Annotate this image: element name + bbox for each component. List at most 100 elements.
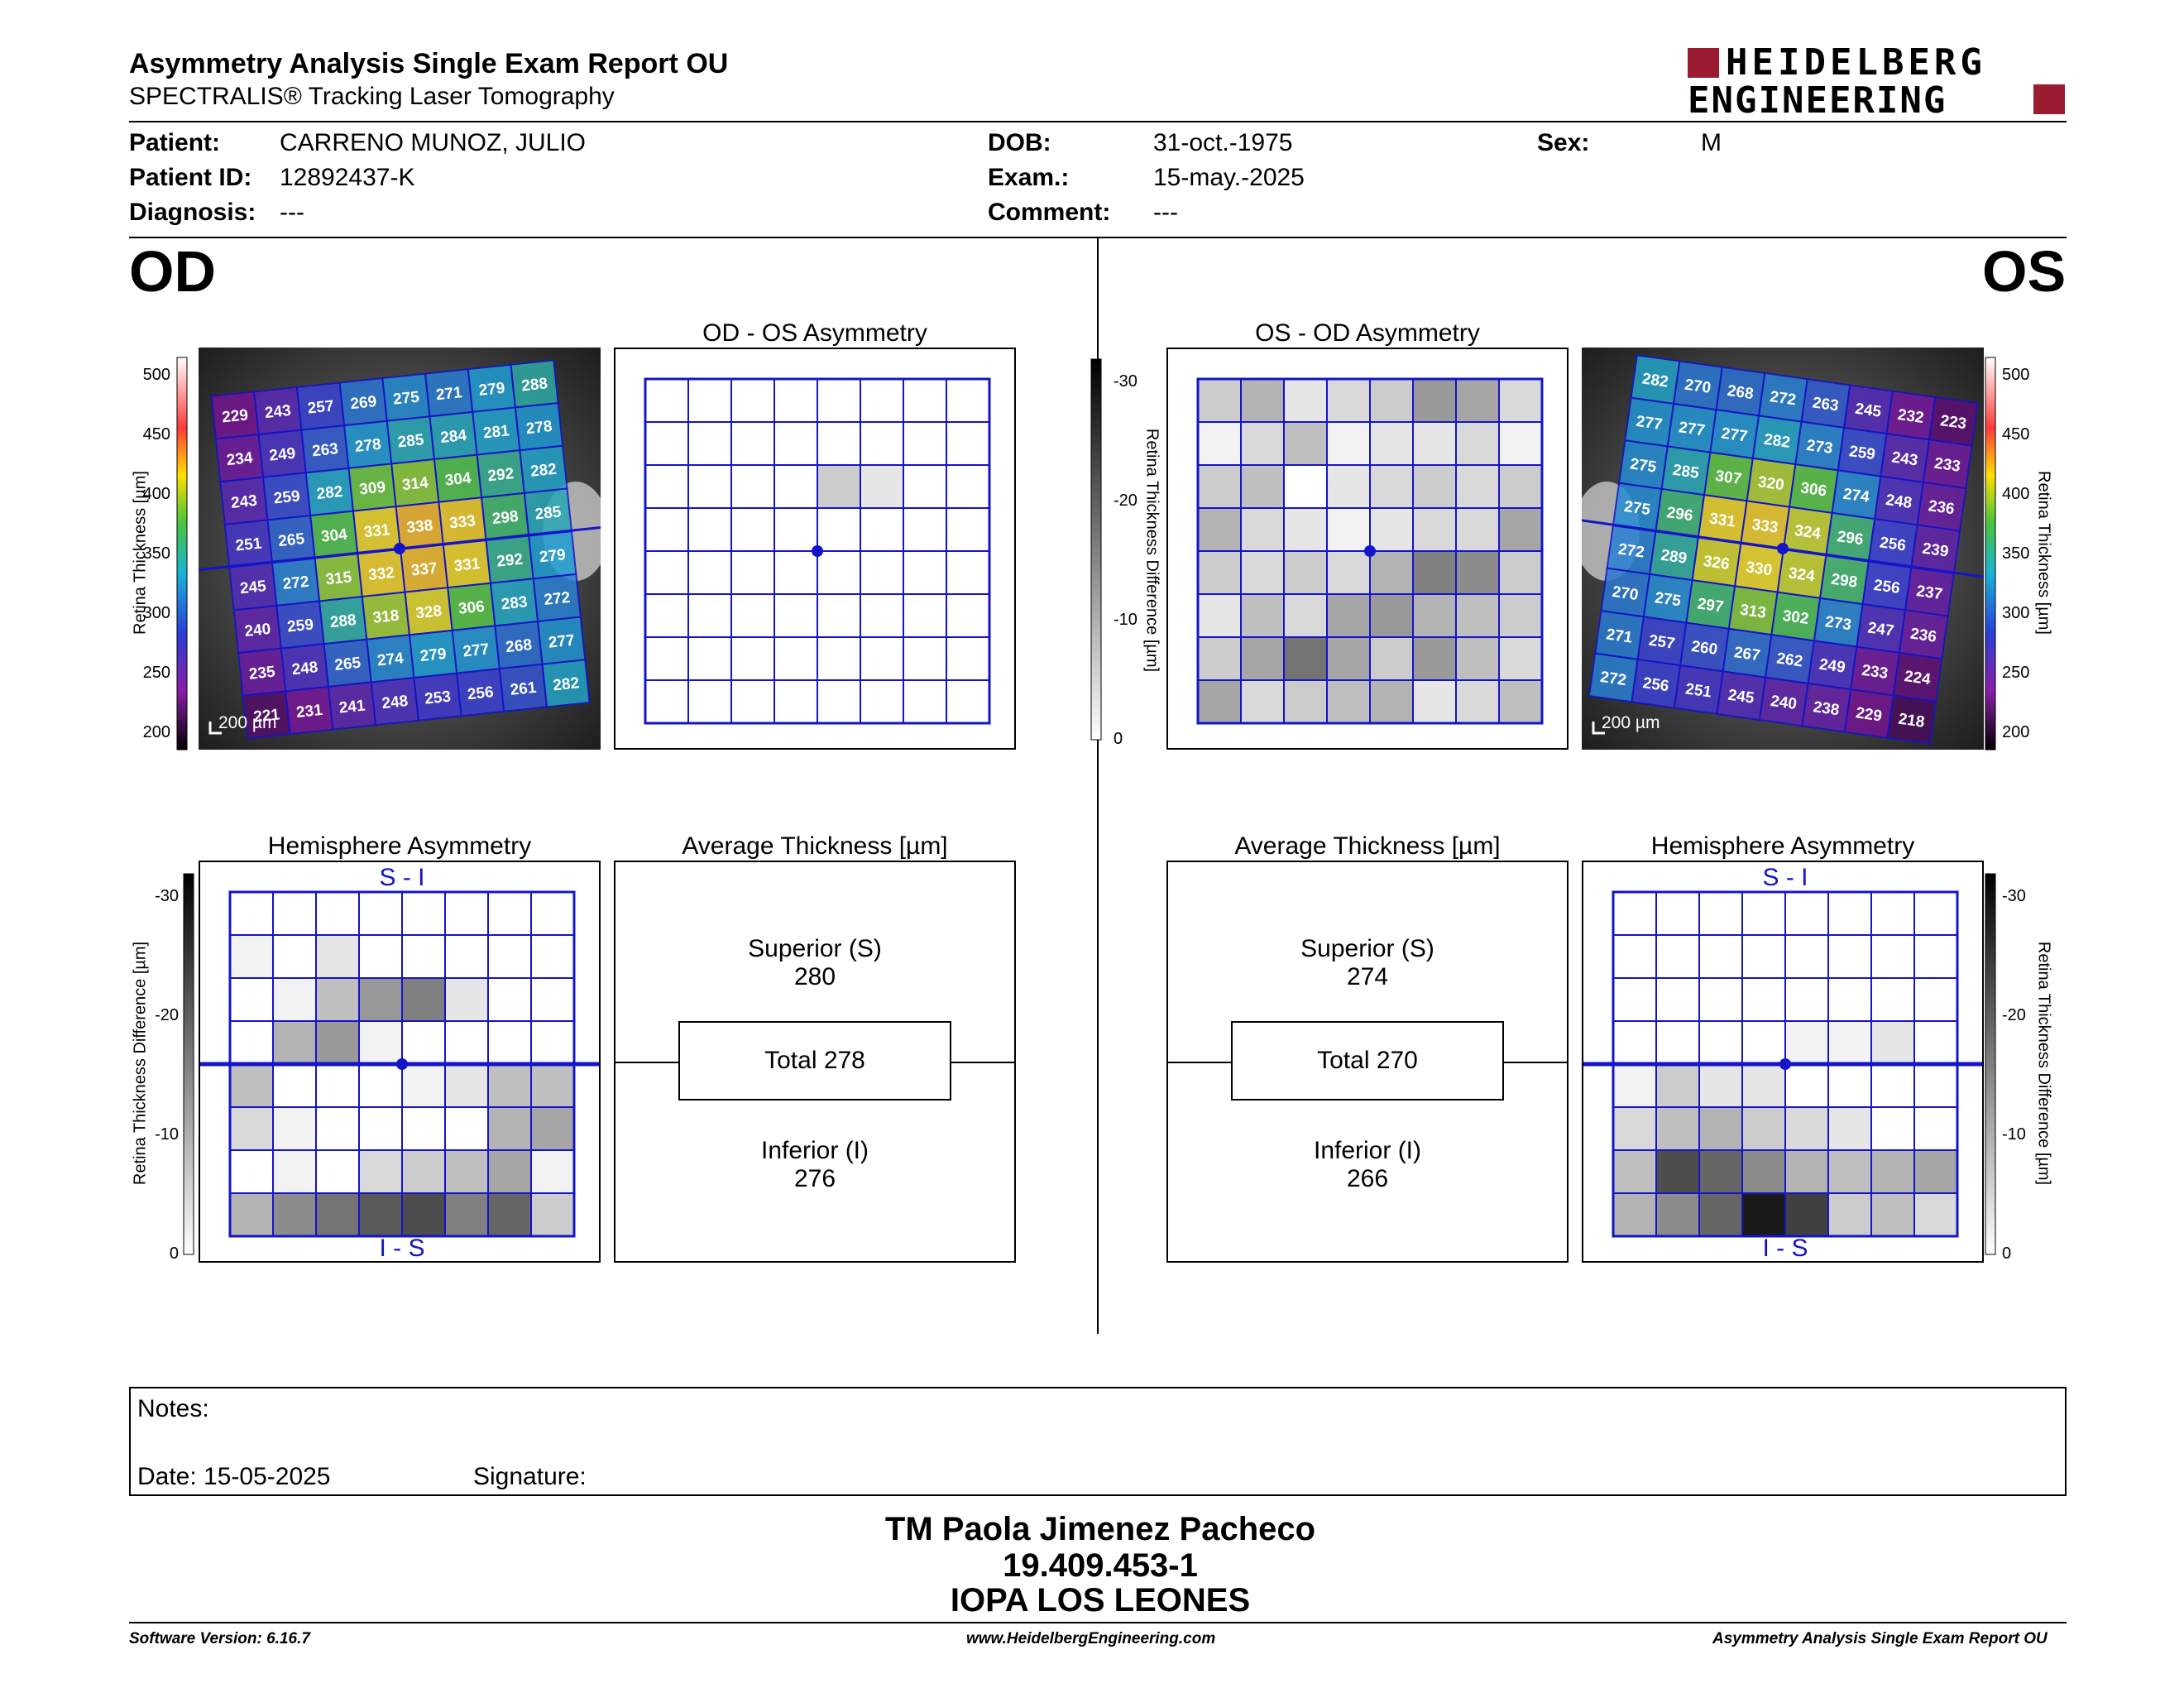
od-asym-fovea-dot [812, 545, 823, 557]
os-asym-cell [1283, 636, 1328, 681]
os-hemi-cell [1870, 1020, 1915, 1065]
os-hemi-cell [1741, 934, 1786, 979]
od-asym-cell [817, 636, 861, 681]
od-hemi-cell [229, 891, 274, 936]
thickness-tick: 500 [143, 366, 170, 384]
os-hemi-cell [1827, 977, 1872, 1022]
od-map-value: 240 [244, 621, 272, 640]
thickness-tick: 250 [2002, 664, 2029, 682]
od-map-value: 248 [291, 659, 319, 679]
os-map-value: 271 [1605, 626, 1634, 646]
od-asym-cell [774, 507, 818, 552]
notes-box: Notes: Date: 15-05-2025 Signature: [129, 1387, 2067, 1496]
od-map-value: 315 [325, 568, 353, 588]
os-asym-cell [1283, 464, 1328, 509]
od-hemi-cell [444, 1020, 489, 1065]
os-hemi-cell [1870, 1192, 1915, 1237]
os-hemi-cell [1655, 1063, 1700, 1108]
od-hemi-cell [229, 1106, 274, 1151]
od-map-value: 288 [329, 611, 357, 631]
od-asym-cell [860, 679, 904, 724]
od-asym-cell [687, 378, 732, 423]
os-hemi-diff-axis-label-wrap: Retina Thickness Difference [µm] [2027, 927, 2060, 1200]
od-asym-cell [946, 464, 990, 509]
notes-signature: Signature: [473, 1463, 587, 1490]
od-map-value: 314 [401, 474, 429, 494]
od-hemi-cell [229, 1020, 274, 1065]
od-map-value: 309 [358, 478, 386, 498]
exam-label: Exam.: [988, 164, 1070, 191]
od-asym-cell [644, 464, 689, 509]
od-asym-cell [644, 593, 689, 638]
footer-url[interactable]: www.HeidelbergEngineering.com [966, 1630, 1216, 1647]
os-hemi-cell [1698, 1020, 1743, 1065]
os-hemi-cell [1870, 1149, 1915, 1194]
od-map-value: 279 [478, 380, 506, 400]
os-map-value: 245 [1854, 400, 1883, 421]
od-map-value: 249 [269, 445, 297, 465]
od-asym-cell [817, 421, 861, 466]
od-asym-cell [946, 421, 990, 466]
os-hemi-cell [1741, 1192, 1786, 1237]
os-map-value: 285 [1672, 462, 1701, 482]
os-map-value: 224 [1904, 668, 1933, 688]
os-map-value: 270 [1611, 583, 1639, 604]
os-hemi-cell [1655, 1149, 1700, 1194]
od-map-value: 331 [363, 521, 391, 541]
od-map-value: 285 [397, 431, 425, 451]
os-map-value: 267 [1733, 644, 1761, 664]
thickness-tick: 300 [143, 604, 170, 622]
od-asym-cell [946, 550, 990, 595]
od-map-value: 257 [307, 397, 335, 417]
od-asym-cell [774, 679, 818, 724]
thickness-tick: 400 [2002, 485, 2029, 503]
od-asym-cell [730, 378, 775, 423]
os-hemi-cell [1741, 1063, 1786, 1108]
od-map-value: 253 [424, 688, 452, 708]
sex-value: M [1701, 129, 1722, 156]
os-hemi-cell [1784, 1020, 1829, 1065]
od-superior-value: 280 [793, 963, 836, 990]
od-asym-cell [730, 550, 775, 595]
os-asym-cell [1498, 636, 1543, 681]
od-asym-cell [817, 378, 861, 423]
od-map-value: 278 [354, 436, 382, 456]
od-map-value: 245 [239, 578, 267, 597]
os-hemi-cell [1913, 1192, 1958, 1237]
od-asym-cell [730, 636, 775, 681]
od-hemi-title: Hemisphere Asymmetry [267, 832, 532, 860]
od-asym-cell [644, 636, 689, 681]
os-map-value: 245 [1727, 687, 1755, 707]
os-hemi-cell [1655, 977, 1700, 1022]
os-map-value: 277 [1720, 424, 1748, 445]
od-hemi-cell [358, 1149, 403, 1194]
os-hemi-diff-axis-label: Retina Thickness Difference [µm] [2034, 941, 2053, 1186]
os-hemi-diff-colorbar: -30 -20 -10 0 [1985, 873, 2026, 1263]
os-asym-panel [1166, 348, 1569, 750]
os-fovea-dot [1777, 543, 1789, 554]
od-asym-cell [644, 378, 689, 423]
center-diff-axis-label-wrap: Retina Thickness Difference [µm] [1135, 414, 1168, 687]
od-asym-cell [903, 550, 947, 595]
os-asym-cell [1326, 421, 1371, 466]
od-asym-cell [644, 679, 689, 724]
od-hemi-cell [530, 1020, 575, 1065]
os-map-value: 307 [1714, 468, 1742, 488]
os-superior-value: 274 [1346, 963, 1389, 990]
od-asym-cell [644, 550, 689, 595]
od-map-value: 332 [367, 564, 395, 584]
comment-value: --- [1153, 199, 1178, 226]
od-map-value: 285 [534, 503, 563, 523]
od-map-value: 275 [392, 389, 420, 409]
os-asym-cell [1498, 378, 1543, 423]
od-asym-cell [774, 421, 818, 466]
od-asym-cell [946, 593, 990, 638]
diff-tick: -30 [155, 887, 179, 905]
footer-divider [129, 1622, 2067, 1623]
os-hemi-cell [1913, 1149, 1958, 1194]
os-asym-cell [1498, 593, 1543, 638]
od-map-value: 318 [372, 607, 400, 627]
od-hemi-cell [358, 1192, 403, 1237]
od-asym-cell [817, 679, 861, 724]
od-hemi-cell [444, 891, 489, 936]
